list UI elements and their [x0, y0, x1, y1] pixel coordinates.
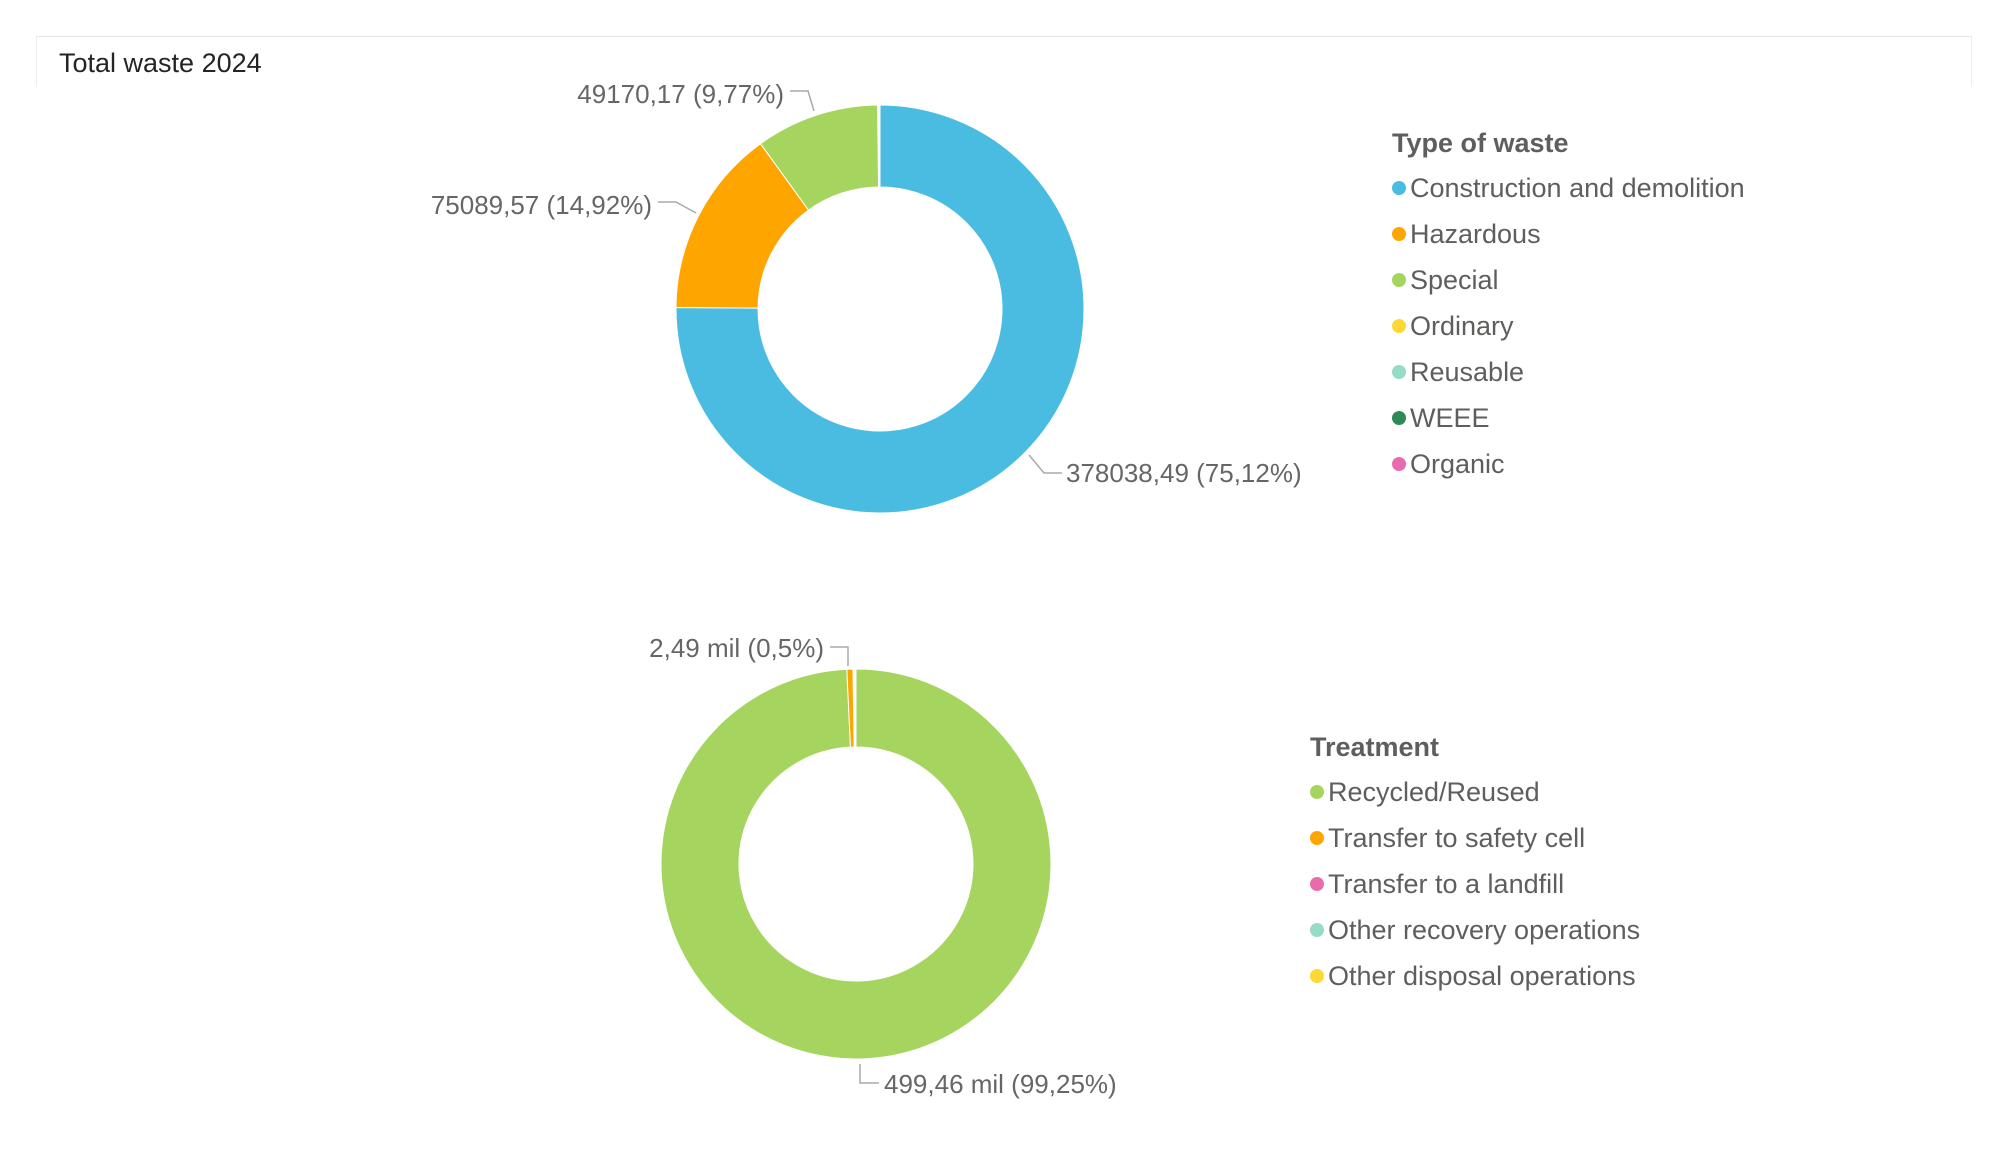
visual-card [36, 36, 1972, 1117]
leader-line-hazardous [658, 201, 697, 214]
legend-marker-icon [1392, 319, 1406, 333]
data-label-construction[interactable]: 378038,49 (75,12%) [1066, 458, 1302, 488]
legend-marker-icon [1310, 923, 1324, 937]
waste-type-donut [675, 104, 1085, 514]
legend-type-of-waste: Type of waste Construction and demolitio… [1392, 128, 1745, 487]
legend-marker-icon [1392, 273, 1406, 287]
legend-marker-icon [1392, 457, 1406, 471]
legend-label: WEEE [1410, 403, 1490, 433]
legend-title: Type of waste [1392, 128, 1569, 158]
legend-marker-icon [1310, 831, 1324, 845]
data-label-safety-cell[interactable]: 2,49 mil (0,5%) [649, 633, 824, 663]
legend-item[interactable]: Transfer to a landfill [1310, 861, 1640, 907]
legend-marker-icon [1392, 365, 1406, 379]
donut-slice-construction-and-demolition[interactable] [675, 104, 1085, 514]
legend-item[interactable]: Transfer to safety cell [1310, 815, 1640, 861]
legend-label: Special [1410, 265, 1499, 295]
legend-label: Other disposal operations [1328, 961, 1636, 991]
donut-slice-recycled-reused[interactable] [660, 668, 1052, 1060]
leader-line-special [790, 90, 815, 112]
legend-label: Transfer to a landfill [1328, 869, 1565, 899]
legend-item[interactable]: Construction and demolition [1392, 165, 1745, 211]
legend-item[interactable]: Hazardous [1392, 211, 1745, 257]
legend-item[interactable]: Special [1392, 257, 1745, 303]
legend-item[interactable]: Other disposal operations [1310, 953, 1640, 999]
donut-slice-special[interactable] [759, 104, 880, 211]
leader-line-safety-cell [830, 646, 849, 666]
treatment-donut [660, 668, 1052, 1060]
legend-marker-icon [1392, 227, 1406, 241]
legend-label: Construction and demolition [1410, 173, 1745, 203]
legend-marker-icon [1310, 877, 1324, 891]
data-label-hazardous[interactable]: 75089,57 (14,92%) [431, 190, 652, 220]
legend-label: Hazardous [1410, 219, 1541, 249]
legend-marker-icon [1392, 181, 1406, 195]
legend-label: Other recovery operations [1328, 915, 1641, 945]
data-label-recycled[interactable]: 499,46 mil (99,25%) [884, 1069, 1117, 1099]
legend-label: Reusable [1410, 357, 1525, 387]
legend-marker-icon [1310, 969, 1324, 983]
legend-title: Treatment [1310, 732, 1440, 762]
legend-treatment: Treatment Recycled/Reused Transfer to saf… [1310, 732, 1640, 999]
legend-item[interactable]: Recycled/Reused [1310, 769, 1640, 815]
legend-item[interactable]: Reusable [1392, 349, 1745, 395]
data-label-special[interactable]: 49170,17 (9,77%) [577, 79, 784, 109]
legend-label: Organic [1410, 449, 1505, 479]
legend-item[interactable]: Organic [1392, 441, 1745, 487]
donut-slice-transfer-to-safety-cell[interactable] [846, 668, 855, 748]
legend-label: Ordinary [1410, 311, 1514, 341]
legend-item[interactable]: Ordinary [1392, 303, 1745, 349]
visual-title: Total waste 2024 [59, 48, 262, 78]
legend-label: Recycled/Reused [1328, 777, 1540, 807]
leader-line-recycled [859, 1064, 879, 1084]
legend-marker-icon [1310, 785, 1324, 799]
legend-item[interactable]: Other recovery operations [1310, 907, 1640, 953]
legend-item[interactable]: WEEE [1392, 395, 1745, 441]
leader-line-construction [1028, 454, 1062, 474]
legend-marker-icon [1392, 411, 1406, 425]
legend-label: Transfer to safety cell [1328, 823, 1586, 853]
